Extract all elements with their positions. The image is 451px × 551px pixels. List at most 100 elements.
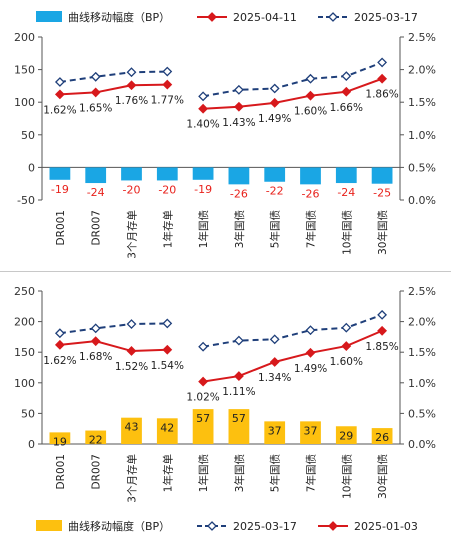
bar-DR007	[85, 167, 107, 184]
bar-value-label: 42	[160, 421, 174, 434]
bar-5年国债	[264, 421, 286, 444]
bar-value-label: -19	[51, 183, 69, 196]
series-point-2025-03-17	[54, 77, 65, 87]
right-axis-tick-label: 0.0%	[408, 194, 436, 207]
bar-10年国债	[335, 167, 357, 184]
yield-curve-chart-bottom: 0 50 100 150 200 250 0.0% 0.5% 1.0% 1.5% 2.0% 2.5% 1…	[14, 285, 436, 533]
series-value-label: 1.40%	[186, 119, 219, 131]
series-point-2025-03-17	[377, 309, 388, 320]
legend-swatch-marker	[207, 12, 217, 22]
legend-swatch-marker	[328, 521, 338, 531]
series-value-label: 1.34%	[258, 372, 291, 384]
category-label: 1年国债	[197, 210, 210, 248]
bar-value-label: -20	[123, 183, 141, 196]
bar-DR001	[49, 167, 71, 180]
left-axis-tick-label: 200	[14, 31, 35, 44]
category-label: 3个月存单	[126, 454, 139, 503]
bar-1年国债	[192, 409, 214, 444]
series-point-2025-04-11	[162, 79, 173, 90]
series-value-label: 1.54%	[151, 360, 184, 372]
series-value-label: 1.49%	[258, 113, 291, 125]
right-axis-tick-label: 1.0%	[408, 377, 436, 390]
category-label: 10年国债	[340, 210, 353, 255]
left-axis-tick-label: 50	[21, 129, 35, 142]
series-point-2025-03-17	[233, 84, 244, 95]
bar-1年存单	[156, 418, 178, 444]
bar-value-label: 57	[232, 412, 246, 425]
left-axis-tick-label: 0	[28, 438, 35, 451]
category-label: 3年国债	[233, 454, 246, 492]
series-point-2025-03-17	[305, 325, 316, 336]
category-label: 1年国债	[197, 454, 210, 492]
yield-curve-chart-top: -50 0 50 100 150 200 0.0% 0.5% 1.0% 1.5% 2.0% 2.5% -…	[14, 10, 436, 259]
left-axis-tick-label: 0	[28, 161, 35, 174]
series-value-label: 1.68%	[79, 351, 112, 363]
category-label: 7年国债	[305, 210, 318, 248]
series-point-2025-03-17	[233, 335, 244, 346]
series-point-2025-04-11	[377, 73, 388, 84]
right-axis-tick-label: 1.0%	[408, 129, 436, 142]
category-label: DR001	[55, 210, 67, 245]
category-label: 1年存单	[161, 210, 174, 248]
bar-value-label: 22	[89, 434, 103, 447]
right-axis-tick-label: 2.5%	[408, 31, 436, 44]
series-value-label: 1.85%	[365, 341, 398, 353]
category-label: DR007	[91, 454, 103, 489]
right-axis-tick-label: 2.5%	[408, 285, 436, 298]
right-axis-tick-label: 1.5%	[408, 96, 436, 109]
series-line-2025-03-17	[202, 313, 383, 348]
legend-label: 2025-01-03	[354, 520, 418, 533]
series-line-2025-04-11	[59, 83, 168, 96]
series-value-label: 1.65%	[79, 102, 112, 114]
chart-panel-top: -50 0 50 100 150 200 0.0% 0.5% 1.0% 1.5% 2.0% 2.5% -…	[0, 0, 451, 268]
series-line-2025-03-17	[59, 322, 168, 335]
legend-swatch-bar	[36, 11, 62, 22]
series-point-2025-03-17	[162, 318, 173, 329]
series-value-label: 1.60%	[294, 106, 327, 118]
bar-value-label: -24	[337, 186, 355, 199]
legend-label: 2025-03-17	[354, 11, 418, 24]
bar-value-label: 26	[375, 431, 389, 444]
series-line-2025-04-11	[203, 77, 383, 110]
series-point-2025-04-11	[126, 80, 137, 91]
series-value-label: 1.62%	[43, 355, 76, 367]
category-label: 3个月存单	[126, 210, 139, 259]
series-value-label: 1.11%	[222, 386, 255, 398]
bar-7年国债	[300, 167, 321, 185]
series-point-2025-03-17	[269, 83, 280, 94]
bar-value-label: -25	[373, 187, 391, 200]
category-label: 10年国债	[340, 454, 353, 499]
right-axis-tick-label: 0.5%	[408, 407, 436, 420]
chart-panel-bottom: 0 50 100 150 200 250 0.0% 0.5% 1.0% 1.5% 2.0% 2.5% 1…	[0, 276, 451, 547]
series-line-2025-01-03	[59, 340, 168, 352]
series-point-2025-04-11	[305, 90, 316, 101]
bar-value-label: 37	[268, 424, 282, 437]
bar-1年国债	[192, 167, 214, 180]
bar-value-label: -26	[302, 187, 320, 200]
bar-value-label: 29	[339, 429, 353, 442]
series-point-2025-04-11	[90, 87, 101, 98]
series-point-2025-01-03	[269, 357, 280, 367]
legend-label: 曲线移动幅度（BP）	[68, 519, 170, 533]
series-point-2025-03-17	[341, 322, 352, 333]
series-point-2025-03-17	[126, 319, 137, 329]
left-axis-tick-label: 250	[14, 285, 35, 298]
legend-swatch-marker	[328, 12, 338, 22]
right-axis-tick-label: 2.0%	[408, 316, 436, 329]
bar-5年国债	[264, 167, 286, 182]
series-point-2025-03-17	[269, 334, 280, 345]
legend-label: 2025-03-17	[233, 520, 297, 533]
series-point-2025-03-17	[305, 73, 316, 84]
series-line-2025-03-17	[202, 61, 383, 98]
left-axis-tick-label: 100	[14, 377, 35, 390]
series-point-2025-04-11	[341, 86, 352, 97]
series-point-2025-04-11	[54, 89, 65, 100]
left-axis-tick-label: 150	[14, 64, 35, 77]
series-value-label: 1.43%	[222, 117, 255, 129]
category-label: DR001	[55, 454, 67, 489]
left-axis-tick-label: 150	[14, 346, 35, 359]
series-point-2025-03-17	[198, 91, 209, 102]
series-point-2025-03-17	[90, 71, 101, 82]
series-value-label: 1.77%	[151, 95, 184, 107]
category-label: 5年国债	[269, 454, 282, 492]
